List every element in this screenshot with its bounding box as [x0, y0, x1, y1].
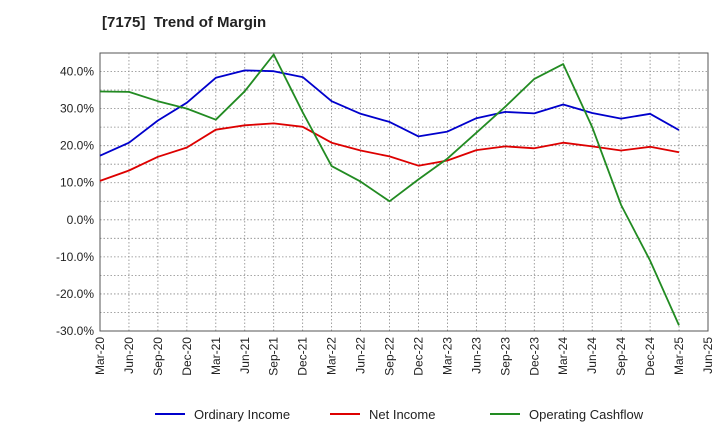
legend-label: Ordinary Income [194, 407, 290, 422]
y-tick-label: 40.0% [60, 65, 94, 79]
x-tick-label: Sep-23 [498, 337, 512, 376]
x-tick-label: Sep-21 [267, 337, 281, 376]
grid-layer [99, 52, 709, 332]
x-tick-label: Mar-20 [93, 337, 107, 375]
x-tick-label: Mar-24 [556, 337, 570, 375]
series-layer [99, 53, 680, 326]
y-tick-label: 0.0% [67, 213, 95, 227]
series-line-operating-cashflow [99, 53, 680, 326]
legend-label: Operating Cashflow [529, 407, 644, 422]
x-tick-label: Jun-22 [354, 337, 368, 374]
y-tick-label: -10.0% [56, 250, 94, 264]
x-tick-label: Jun-23 [469, 337, 483, 374]
x-tick-label: Mar-23 [440, 337, 454, 375]
y-tick-label: -20.0% [56, 287, 94, 301]
x-tick-label: Dec-21 [296, 337, 310, 376]
x-tick-label: Mar-22 [325, 337, 339, 375]
x-tick-label: Jun-24 [585, 337, 599, 374]
x-tick-label: Sep-24 [614, 337, 628, 376]
legend-item-ordinary-income: Ordinary Income [155, 407, 290, 422]
series-line-net-income [99, 122, 680, 182]
x-tick-label: Jun-21 [238, 337, 252, 374]
x-tick-label: Dec-20 [180, 337, 194, 376]
chart-title: [7175] Trend of Margin [102, 14, 267, 31]
x-tick-label: Jun-25 [701, 337, 715, 374]
axis-layer: -30.0% -20.0% -10.0% 0.0% 10.0% 20.0% 30.0% 40.… [56, 52, 715, 376]
x-tick-label: Sep-20 [151, 337, 165, 376]
x-tick-label: Mar-21 [209, 337, 223, 375]
y-tick-label: 30.0% [60, 102, 94, 116]
legend-item-net-income: Net Income [330, 407, 435, 422]
legend-label: Net Income [369, 407, 435, 422]
legend: Ordinary Income Net Income Operating Cashf… [155, 407, 644, 422]
legend-item-operating-cashflow: Operating Cashflow [490, 407, 644, 422]
x-tick-label: Sep-22 [383, 337, 397, 376]
y-tick-label: -30.0% [56, 324, 94, 338]
y-tick-label: 10.0% [60, 176, 94, 190]
series-line-ordinary-income [99, 69, 680, 157]
x-tick-label: Dec-23 [527, 337, 541, 376]
y-tick-label: 20.0% [60, 139, 94, 153]
plot-frame [99, 52, 709, 332]
x-tick-label: Mar-25 [672, 337, 686, 375]
x-tick-label: Dec-22 [411, 337, 425, 376]
x-tick-label: Dec-24 [643, 337, 657, 376]
x-tick-label: Jun-20 [122, 337, 136, 374]
